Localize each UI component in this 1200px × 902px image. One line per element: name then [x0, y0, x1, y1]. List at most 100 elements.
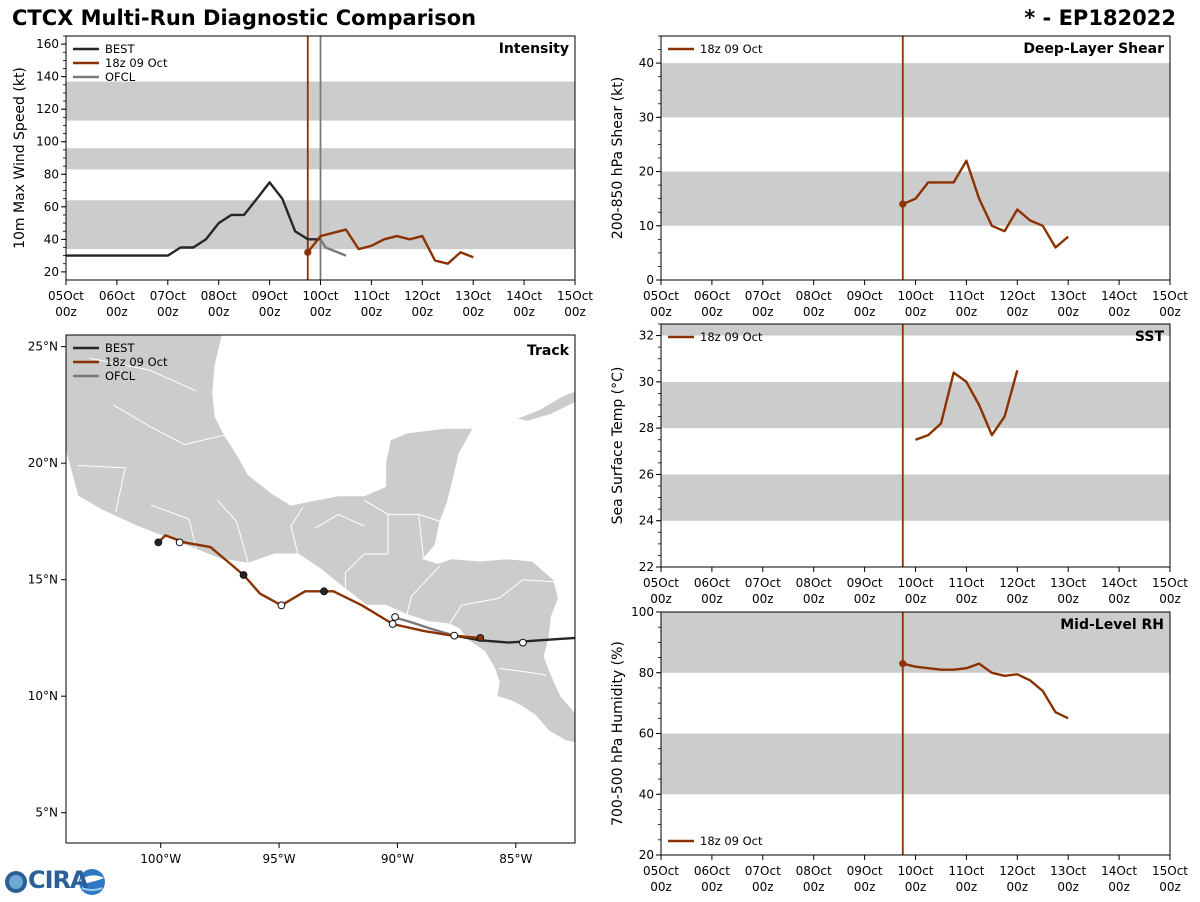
x-tick-day: 15Oct	[1152, 289, 1188, 303]
x-tick-day: 09Oct	[847, 289, 883, 303]
x-tick-hour: 00z	[1007, 880, 1029, 894]
x-tick-hour: 00z	[1108, 305, 1130, 319]
panel-title: Deep-Layer Shear	[1023, 41, 1164, 57]
x-tick-hour: 00z	[259, 305, 281, 319]
x-tick-day: 12Oct	[404, 289, 440, 303]
admin-border	[113, 404, 225, 446]
track-position-marker	[154, 538, 163, 547]
legend-label: 18z 09 Oct	[700, 42, 763, 56]
y-tick-label: 32	[639, 329, 654, 343]
lat-tick-label: 5°N	[35, 806, 58, 820]
x-tick-hour: 00z	[752, 592, 774, 606]
x-tick-day: 06Oct	[694, 864, 730, 878]
x-tick-hour: 00z	[1108, 880, 1130, 894]
x-tick-day: 10Oct	[302, 289, 338, 303]
lat-tick-label: 15°N	[28, 573, 58, 587]
map-area	[66, 335, 575, 744]
x-tick-day: 15Oct	[1152, 864, 1188, 878]
plot-area	[661, 324, 1170, 567]
x-tick-day: 14Oct	[1101, 864, 1137, 878]
legend-label: 18z 09 Oct	[700, 330, 763, 344]
threshold-band	[661, 63, 1170, 118]
admin-border	[344, 513, 419, 589]
x-tick-hour: 00z	[564, 305, 586, 319]
x-tick-hour: 00z	[1057, 592, 1079, 606]
shear-panel: 0 10 20 30 40 05Oct 00z 06Oct 00z 07Oct 00z 08Oct 00…	[610, 35, 1188, 319]
x-tick-day: 07Oct	[745, 289, 781, 303]
x-tick-hour: 00z	[157, 305, 179, 319]
x-tick-day: 14Oct	[506, 289, 542, 303]
admin-border	[151, 504, 197, 550]
x-tick-day: 15Oct	[557, 289, 593, 303]
legend: 18z 09 Oct	[668, 330, 763, 344]
storm-id-label: * - EP182022	[1024, 6, 1176, 30]
admin-border	[314, 513, 365, 529]
x-tick-day: 12Oct	[999, 576, 1035, 590]
x-tick-day: 15Oct	[1152, 576, 1188, 590]
x-tick-hour: 00z	[1057, 880, 1079, 894]
rh-panel: 20 40 60 80 100 05Oct 00z 06Oct 00z 07Oct 00z 08Oct…	[610, 605, 1188, 894]
track-position-marker	[388, 620, 397, 628]
x-tick-day: 09Oct	[847, 576, 883, 590]
legend-label: 18z 09 Oct	[105, 56, 168, 70]
x-tick-hour: 00z	[650, 592, 672, 606]
track-position-marker	[175, 538, 184, 547]
y-tick-label: 0	[646, 273, 654, 287]
track-line-18z-09-oct	[157, 534, 481, 640]
x-tick-day: 05Oct	[643, 576, 679, 590]
legend-label: BEST	[105, 341, 135, 355]
track-position-marker	[450, 631, 459, 640]
x-tick-hour: 00z	[803, 592, 825, 606]
x-tick-day: 14Oct	[1101, 289, 1137, 303]
threshold-band	[661, 381, 1170, 429]
x-tick-hour: 00z	[513, 305, 535, 319]
plot-area	[66, 36, 575, 280]
y-tick-label: 100	[36, 135, 59, 149]
cira-logo: CIRA	[4, 866, 108, 898]
x-tick-hour: 00z	[701, 305, 723, 319]
series-line-18z-09-oct	[902, 159, 1069, 249]
threshold-band	[661, 733, 1170, 795]
x-tick-day: 07Oct	[150, 289, 186, 303]
x-tick-hour: 00z	[650, 880, 672, 894]
cuba-landmass	[514, 390, 575, 422]
legend: 18z 09 Oct	[668, 42, 763, 56]
y-tick-label: 40	[44, 232, 59, 246]
y-tick-label: 80	[639, 666, 654, 680]
x-tick-day: 10Oct	[897, 864, 933, 878]
lat-tick-label: 25°N	[28, 340, 58, 354]
series-start-marker	[899, 660, 907, 668]
y-tick-label: 30	[639, 110, 654, 124]
legend-label: 18z 09 Oct	[105, 355, 168, 369]
series-start-marker	[304, 248, 312, 256]
legend-label: 18z 09 Oct	[700, 834, 763, 848]
track-line-ofcl	[392, 615, 455, 637]
x-tick-hour: 00z	[1007, 305, 1029, 319]
y-tick-label: 140	[36, 70, 59, 84]
x-tick-day: 12Oct	[999, 864, 1035, 878]
map-frame	[65, 334, 576, 844]
x-tick-day: 13Oct	[455, 289, 491, 303]
panel-title: Track	[527, 343, 570, 359]
x-tick-hour: 00z	[701, 592, 723, 606]
x-tick-hour: 00z	[701, 880, 723, 894]
threshold-band	[661, 474, 1170, 521]
x-tick-day: 09Oct	[252, 289, 288, 303]
legend: 18z 09 Oct	[668, 834, 763, 848]
track-position-marker	[476, 634, 485, 642]
y-tick-label: 60	[44, 200, 59, 214]
y-tick-label: 120	[36, 102, 59, 116]
series-start-marker	[899, 200, 907, 208]
panel-title: Intensity	[499, 41, 569, 57]
admin-border	[499, 667, 547, 676]
legend-label: BEST	[105, 42, 135, 56]
series-line-18z-09-oct	[306, 228, 474, 265]
x-tick-hour: 00z	[310, 305, 332, 319]
x-tick-hour: 00z	[956, 880, 978, 894]
x-tick-hour: 00z	[1007, 592, 1029, 606]
series-line-18z-09-oct	[915, 369, 1019, 441]
x-tick-hour: 00z	[1159, 305, 1181, 319]
lat-tick-label: 10°N	[28, 689, 58, 703]
x-tick-hour: 00z	[650, 305, 672, 319]
